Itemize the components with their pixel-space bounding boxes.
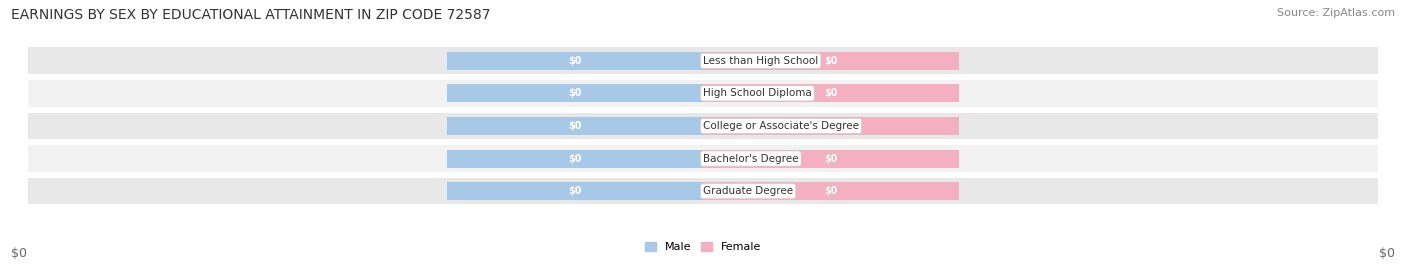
Text: $0: $0: [824, 186, 838, 196]
Text: $0: $0: [568, 154, 582, 163]
Text: $0: $0: [568, 121, 582, 131]
Text: $0: $0: [1379, 247, 1395, 260]
Bar: [28, 47, 1378, 74]
Bar: [703, 150, 959, 168]
Bar: [703, 182, 959, 200]
Text: $0: $0: [568, 88, 582, 98]
Text: $0: $0: [568, 186, 582, 196]
Text: $0: $0: [824, 121, 838, 131]
Text: Less than High School: Less than High School: [703, 56, 818, 66]
Text: $0: $0: [824, 88, 838, 98]
Text: $0: $0: [824, 56, 838, 66]
Text: High School Diploma: High School Diploma: [703, 88, 811, 98]
Bar: [28, 145, 1378, 172]
Bar: [447, 52, 703, 70]
Bar: [28, 178, 1378, 204]
Text: College or Associate's Degree: College or Associate's Degree: [703, 121, 859, 131]
Legend: Male, Female: Male, Female: [641, 237, 765, 257]
Text: Source: ZipAtlas.com: Source: ZipAtlas.com: [1277, 8, 1395, 18]
Bar: [447, 84, 703, 102]
Text: $0: $0: [568, 56, 582, 66]
Text: Bachelor's Degree: Bachelor's Degree: [703, 154, 799, 163]
Bar: [447, 117, 703, 135]
Bar: [703, 84, 959, 102]
Bar: [447, 182, 703, 200]
Bar: [447, 150, 703, 168]
Bar: [28, 113, 1378, 139]
Text: Graduate Degree: Graduate Degree: [703, 186, 793, 196]
Bar: [28, 80, 1378, 107]
Text: EARNINGS BY SEX BY EDUCATIONAL ATTAINMENT IN ZIP CODE 72587: EARNINGS BY SEX BY EDUCATIONAL ATTAINMEN…: [11, 8, 491, 22]
Bar: [703, 52, 959, 70]
Bar: [703, 117, 959, 135]
Text: $0: $0: [824, 154, 838, 163]
Text: $0: $0: [11, 247, 27, 260]
